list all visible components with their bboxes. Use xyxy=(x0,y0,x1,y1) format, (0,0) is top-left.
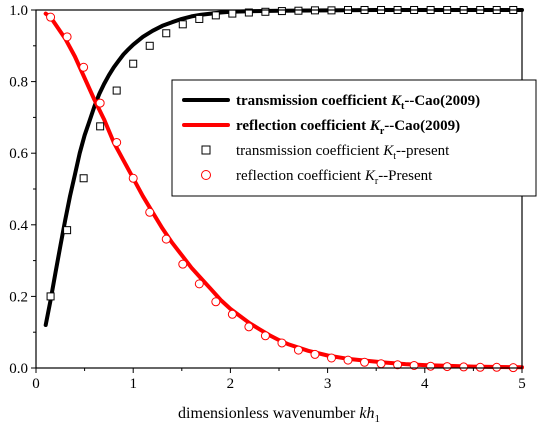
circle-marker xyxy=(393,360,403,370)
circle-marker xyxy=(227,309,237,319)
square-marker xyxy=(211,11,220,20)
legend-circle-swatch xyxy=(201,170,211,180)
legend: transmission coefficient Kt--Cao(2009) re… xyxy=(171,79,537,197)
x-tick-label: 0 xyxy=(32,376,40,392)
square-marker xyxy=(129,59,138,68)
x-tick-label: 2 xyxy=(227,376,235,392)
circle-marker xyxy=(79,62,89,72)
legend-box xyxy=(171,79,537,197)
circle-marker xyxy=(442,362,452,372)
y-tick-label: 0.4 xyxy=(9,218,28,234)
square-marker xyxy=(294,6,303,15)
square-marker xyxy=(46,292,55,301)
circle-marker xyxy=(46,12,56,22)
circle-marker xyxy=(293,345,303,355)
circle-marker xyxy=(112,137,122,147)
square-marker xyxy=(162,29,171,38)
x-tick-label: 5 xyxy=(518,376,526,392)
square-marker xyxy=(178,20,187,29)
axis-ticks: 0 1 2 3 4 5 0.0 0.2 0.4 0.6 0.8 1.0 xyxy=(9,3,526,392)
square-marker xyxy=(277,7,286,16)
square-marker xyxy=(63,226,72,235)
y-tick-label: 0.0 xyxy=(9,361,28,377)
square-marker xyxy=(96,122,105,131)
circle-marker xyxy=(211,297,221,307)
square-marker xyxy=(145,41,154,50)
square-marker xyxy=(195,14,204,23)
y-tick-label: 0.8 xyxy=(9,75,28,91)
circle-marker xyxy=(475,362,485,372)
square-marker xyxy=(228,9,237,18)
circle-marker xyxy=(310,349,320,359)
y-tick-label: 0.2 xyxy=(9,289,28,305)
square-marker xyxy=(112,86,121,95)
legend-label-0: transmission coefficient Kt--Cao(2009) xyxy=(236,93,480,112)
circle-marker xyxy=(244,322,254,332)
circle-marker xyxy=(360,357,370,367)
circle-marker xyxy=(260,331,270,341)
circle-marker xyxy=(277,338,287,348)
circle-marker xyxy=(95,98,105,108)
circle-marker xyxy=(194,279,204,289)
x-tick-label: 3 xyxy=(324,376,332,392)
circle-marker xyxy=(492,362,502,372)
circle-marker xyxy=(343,355,353,365)
legend-label-3: reflection coefficient Kr--Present xyxy=(236,168,433,187)
square-marker xyxy=(79,174,88,183)
circle-marker xyxy=(128,173,138,183)
circle-marker xyxy=(145,207,155,217)
series-line-0 xyxy=(43,8,524,327)
x-tick-label: 1 xyxy=(129,376,137,392)
circle-marker xyxy=(459,362,469,372)
legend-label-1: reflection coefficient Kr--Cao(2009) xyxy=(236,118,460,137)
square-marker xyxy=(261,7,270,16)
x-axis-title: dimensionless wavenumber kh1 xyxy=(178,405,380,425)
circle-marker xyxy=(62,32,72,42)
circle-marker xyxy=(178,259,188,269)
circle-marker xyxy=(326,353,336,363)
square-marker xyxy=(244,8,253,17)
legend-square-swatch xyxy=(201,145,211,155)
y-tick-label: 1.0 xyxy=(9,3,28,19)
y-tick-label: 0.6 xyxy=(9,146,28,162)
x-tick-label: 4 xyxy=(421,376,429,392)
legend-label-2: transmission coefficient Kt--present xyxy=(236,143,450,162)
circle-marker xyxy=(161,234,171,244)
circle-marker xyxy=(376,359,386,369)
circle-marker xyxy=(426,361,436,371)
